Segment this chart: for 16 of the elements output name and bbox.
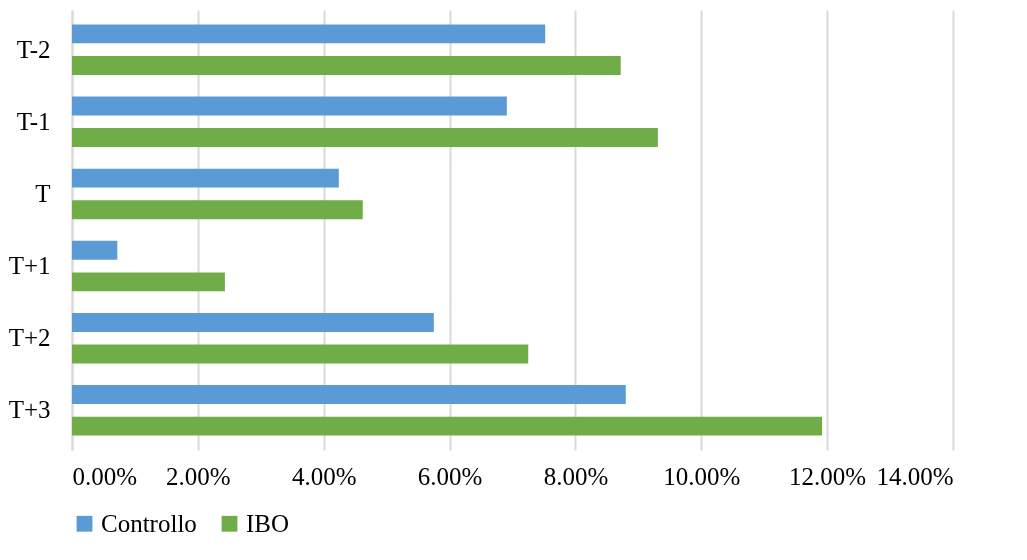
y-tick-label: T-1 [16, 107, 51, 135]
legend-label: IBO [246, 509, 290, 537]
x-tick-label: 12.00% [789, 462, 867, 490]
y-tick-label: T+2 [8, 324, 51, 352]
y-tick-label: T+1 [8, 252, 51, 280]
x-tick-label: 0.00% [72, 462, 138, 490]
y-tick-label: T+3 [8, 396, 51, 424]
legend-label: Controllo [101, 509, 197, 537]
x-tick-label: 2.00% [166, 462, 231, 490]
x-tick-label: 8.00% [543, 462, 609, 490]
x-tick-label: 6.00% [417, 462, 483, 490]
x-tick-label: 4.00% [291, 462, 357, 490]
y-tick-label: T-2 [16, 35, 51, 63]
x-tick-label: 14.00% [876, 462, 954, 490]
y-tick-label: T [35, 179, 51, 207]
x-tick-label: 10.00% [663, 462, 741, 490]
